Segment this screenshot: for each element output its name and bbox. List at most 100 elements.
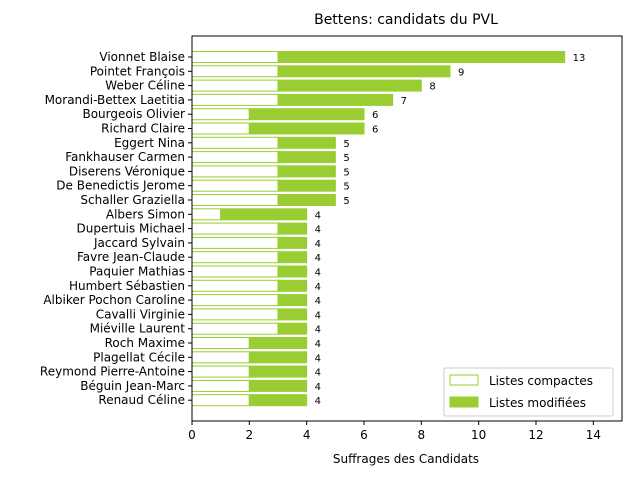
bar-modifiees-de-benedictis-jerome (277, 179, 336, 192)
bar-compactes-weber-celine (191, 79, 279, 92)
bar-modifiees-bourgeois-olivier (248, 108, 365, 121)
bar-modifiees-albers-simon (220, 208, 308, 221)
legend-swatch-compactes (449, 374, 479, 386)
legend-label-compactes: Listes compactes (489, 374, 593, 388)
y-tick-label-weber-celine: Weber Céline (105, 79, 185, 93)
y-tick-label-cavalli-virginie: Cavalli Virginie (96, 307, 185, 321)
data-label-de-benedictis-jerome: 5 (343, 182, 349, 193)
data-label-paquier-mathias: 4 (315, 268, 321, 279)
bar-modifiees-diserens-veronique (277, 165, 336, 178)
y-tick-label-vionnet-blaise: Vionnet Blaise (99, 50, 185, 64)
data-label-albers-simon: 4 (315, 210, 321, 221)
data-label-eggert-nina: 5 (343, 139, 349, 150)
data-label-mieville-laurent: 4 (315, 325, 321, 336)
bar-compactes-humbert-sebastien (191, 279, 279, 292)
data-label-reymond-pierre-antoine: 4 (315, 368, 321, 379)
bar-compactes-morandi-bettex-laetitia (191, 93, 279, 106)
data-label-beguin-jean-marc: 4 (315, 382, 321, 393)
data-label-renaud-celine: 4 (315, 396, 321, 407)
bar-compactes-pointet-francois (191, 65, 279, 78)
data-label-favre-jean-claude: 4 (315, 253, 321, 264)
bars-group (191, 51, 566, 407)
bar-compactes-albiker-pochon-caroline (191, 294, 279, 307)
bar-compactes-fankhauser-carmen (191, 151, 279, 164)
bar-modifiees-paquier-mathias (277, 265, 308, 278)
chart-title: Bettens: candidats du PVL (314, 12, 498, 28)
y-tick-label-schaller-graziella: Schaller Graziella (80, 193, 185, 207)
plot-frame (191, 35, 623, 422)
data-label-dupertuis-michael: 4 (315, 225, 321, 236)
y-tick-label-beguin-jean-marc: Béguin Jean-Marc (80, 379, 185, 393)
bar-modifiees-schaller-graziella (277, 194, 336, 206)
bar-modifiees-richard-claire (248, 122, 365, 135)
y-tick-label-de-benedictis-jerome: De Benedictis Jerome (56, 179, 185, 193)
bar-modifiees-mieville-laurent (277, 322, 308, 335)
bar-modifiees-jaccard-sylvain (277, 236, 308, 249)
y-tick-label-jaccard-sylvain: Jaccard Sylvain (93, 236, 185, 250)
bar-compactes-albers-simon (191, 208, 222, 221)
data-label-humbert-sebastien: 4 (315, 282, 321, 293)
bar-compactes-bourgeois-olivier (191, 108, 250, 121)
x-tick-label-10: 10 (471, 428, 486, 442)
bar-compactes-schaller-graziella (191, 194, 279, 206)
bar-modifiees-favre-jean-claude (277, 251, 308, 264)
x-tick-label-6: 6 (360, 428, 368, 442)
x-tick-label-8: 8 (418, 428, 426, 442)
legend: Listes compactes Listes modifiées (443, 367, 614, 417)
bar-compactes-roch-maxime (191, 337, 250, 349)
legend-swatch-modifiees (449, 396, 479, 408)
data-label-weber-celine: 8 (429, 82, 435, 93)
data-label-albiker-pochon-caroline: 4 (315, 296, 321, 307)
bar-modifiees-plagellat-cecile (248, 351, 308, 364)
y-tick-label-fankhauser-carmen: Fankhauser Carmen (65, 150, 185, 164)
y-tick-label-dupertuis-michael: Dupertuis Michael (77, 222, 185, 236)
data-label-cavalli-virginie: 4 (315, 310, 321, 321)
bar-modifiees-reymond-pierre-antoine (248, 365, 308, 378)
y-tick-label-diserens-veronique: Diserens Véronique (69, 164, 185, 178)
bar-compactes-beguin-jean-marc (191, 379, 250, 392)
data-label-jaccard-sylvain: 4 (315, 239, 321, 250)
bar-modifiees-morandi-bettex-laetitia (277, 93, 394, 106)
y-tick-label-renaud-celine: Renaud Céline (98, 393, 185, 407)
bar-compactes-vionnet-blaise (191, 51, 279, 63)
bar-compactes-diserens-veronique (191, 165, 279, 178)
y-tick-label-eggert-nina: Eggert Nina (114, 136, 185, 150)
y-tick-label-albiker-pochon-caroline: Albiker Pochon Caroline (43, 293, 185, 307)
data-label-roch-maxime: 4 (315, 339, 321, 350)
bar-modifiees-weber-celine (277, 79, 422, 92)
y-tick-label-roch-maxime: Roch Maxime (105, 336, 185, 350)
bar-compactes-eggert-nina (191, 136, 279, 149)
y-tick-label-paquier-mathias: Paquier Mathias (89, 265, 185, 279)
legend-box (443, 367, 614, 417)
bar-modifiees-cavalli-virginie (277, 308, 308, 321)
y-tick-label-favre-jean-claude: Favre Jean-Claude (77, 250, 185, 264)
data-label-pointet-francois: 9 (458, 67, 464, 78)
x-tick-label-0: 0 (188, 428, 196, 442)
legend-label-modifiees: Listes modifiées (489, 396, 586, 410)
bar-compactes-favre-jean-claude (191, 251, 279, 264)
x-tick-label-2: 2 (246, 428, 254, 442)
data-label-schaller-graziella: 5 (343, 196, 349, 207)
bar-modifiees-beguin-jean-marc (248, 379, 308, 392)
bar-modifiees-eggert-nina (277, 136, 336, 149)
bar-compactes-jaccard-sylvain (191, 236, 279, 249)
y-tick-label-mieville-laurent: Miéville Laurent (90, 322, 186, 336)
bar-compactes-reymond-pierre-antoine (191, 365, 250, 378)
bar-modifiees-vionnet-blaise (277, 51, 566, 63)
data-label-morandi-bettex-laetitia: 7 (401, 96, 407, 107)
y-tick-label-morandi-bettex-laetitia: Morandi-Bettex Laetitia (45, 93, 185, 107)
y-tick-label-reymond-pierre-antoine: Reymond Pierre-Antoine (40, 365, 185, 379)
data-label-fankhauser-carmen: 5 (343, 153, 349, 164)
bar-compactes-paquier-mathias (191, 265, 279, 278)
x-tick-label-4: 4 (303, 428, 311, 442)
data-label-bourgeois-olivier: 6 (372, 110, 378, 121)
bar-compactes-cavalli-virginie (191, 308, 279, 321)
bar-modifiees-fankhauser-carmen (277, 151, 336, 164)
x-tick-label-12: 12 (528, 428, 543, 442)
bar-compactes-dupertuis-michael (191, 222, 279, 235)
x-axis-ticks: 0 2 4 6 8 10 12 14 (188, 421, 601, 442)
y-tick-label-richard-claire: Richard Claire (101, 122, 185, 136)
data-label-diserens-veronique: 5 (343, 167, 349, 178)
